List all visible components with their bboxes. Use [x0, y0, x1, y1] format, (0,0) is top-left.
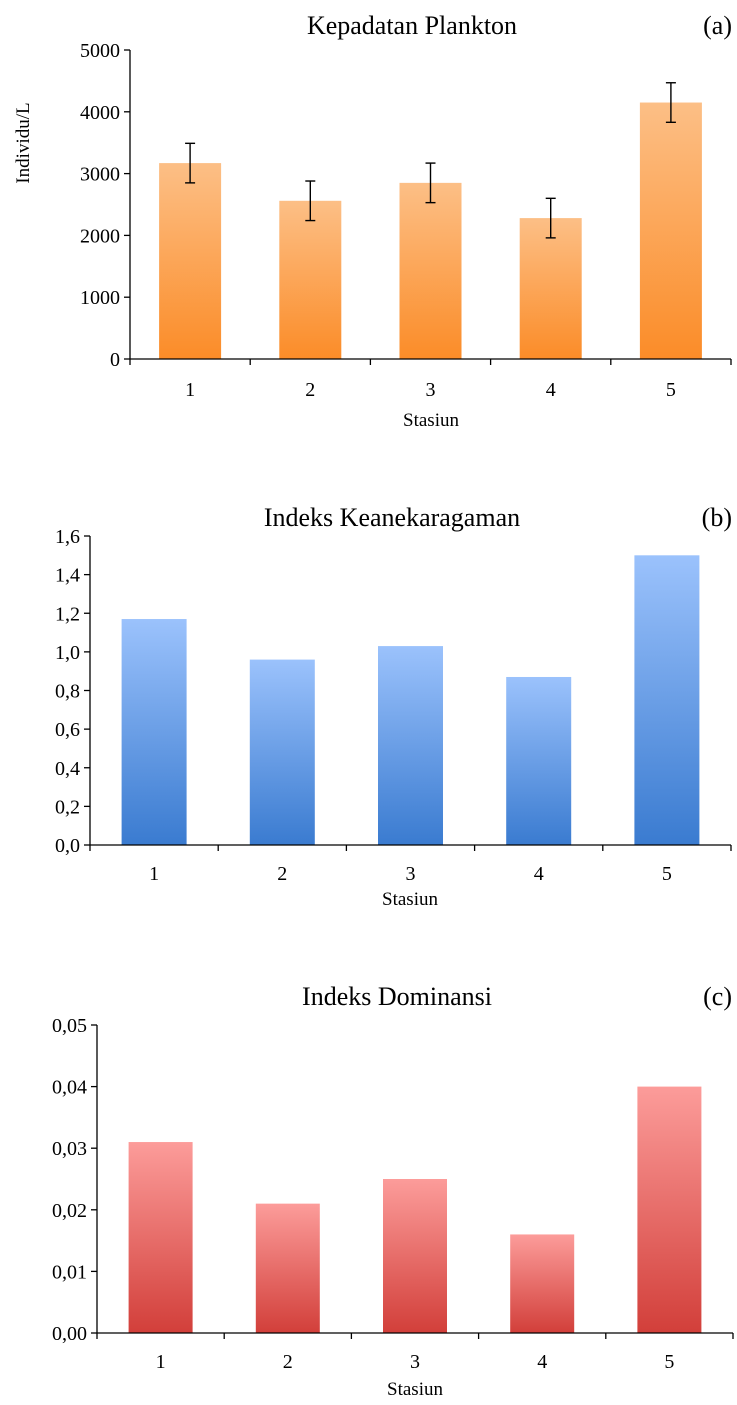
y-tick-label-b-8: 1,6: [55, 526, 80, 548]
x-tick-label-c-2: 2: [283, 1351, 293, 1373]
x-axis-b: 1 2 3 4 5: [89, 844, 732, 885]
bar-b-3: [378, 646, 443, 845]
y-tick-label-a-3: 3000: [80, 164, 120, 186]
chart-panel-c: Indeks Dominansi (c) Stasiun 0,000,010,0…: [52, 982, 734, 1400]
x-tick-label-a-2: 2: [305, 379, 315, 401]
x-axis-label-c: Stasiun: [387, 1379, 443, 1400]
error-bar-a-2: [305, 180, 316, 222]
y-tick-label-b-1: 0,2: [55, 796, 80, 818]
y-tick-label-c-2: 0,02: [52, 1200, 87, 1222]
y-tick-label-b-4: 0,8: [55, 681, 80, 703]
panel-label-a: (a): [703, 11, 732, 40]
chart-panel-b: Indeks Keanekaragaman (b) Stasiun 0,0 0,2…: [55, 503, 732, 910]
bar-c-3: [383, 1179, 447, 1333]
bars-c: [128, 1086, 702, 1333]
bar-a-2: [279, 200, 342, 359]
y-axis-c: 0,00 0,01 0,02 0,03 0,04 0,05: [52, 1015, 98, 1345]
bar-a-3: [399, 182, 462, 359]
error-bar-a-4: [545, 197, 556, 239]
bar-b-1: [121, 619, 187, 845]
bar-c-5: [637, 1086, 702, 1333]
x-tick-label-b-4: 4: [534, 863, 544, 885]
y-tick-label-a-0: 0: [110, 349, 120, 371]
y-tick-label-b-3: 0,6: [55, 719, 80, 741]
error-bar-a-5: [665, 82, 676, 124]
bar-b-4: [506, 676, 572, 845]
y-tick-label-b-6: 1,2: [55, 603, 80, 625]
y-tick-label-c-3: 0,03: [52, 1138, 87, 1160]
bar-b-2: [249, 659, 315, 845]
chart-title-a: Kepadatan Plankton: [307, 11, 517, 40]
bar-c-4: [510, 1234, 575, 1333]
y-tick-label-a-2: 2000: [80, 225, 120, 247]
panel-label-b: (b): [702, 503, 732, 532]
y-axis-label-a: Individu/L: [13, 102, 34, 183]
x-tick-label-b-1: 1: [149, 863, 159, 885]
x-axis-c: 1 2 3 4 5: [96, 1332, 734, 1373]
error-bar-a-1: [185, 142, 196, 184]
y-tick-label-c-1: 0,01: [52, 1261, 87, 1283]
x-tick-label-c-1: 1: [156, 1351, 166, 1373]
x-tick-label-c-3: 3: [410, 1351, 420, 1373]
x-tick-label-b-5: 5: [662, 863, 672, 885]
y-axis-b: 0,0 0,2 0,4 0,6 0,8 1,0 1,2 1,4 1,6: [55, 526, 91, 857]
bar-c-1: [128, 1142, 193, 1333]
bar-b-5: [634, 555, 700, 845]
bar-a-4: [519, 218, 582, 359]
y-tick-label-a-4: 4000: [80, 102, 120, 124]
chart-panel-a: Kepadatan Plankton (a) Individu/L Stasiu…: [13, 11, 732, 431]
y-tick-label-b-7: 1,4: [55, 565, 80, 587]
x-tick-label-a-5: 5: [666, 379, 676, 401]
x-axis-a: 1 2 3 4 5: [129, 358, 732, 401]
x-tick-label-a-4: 4: [546, 379, 556, 401]
x-tick-label-b-2: 2: [277, 863, 287, 885]
chart-title-c: Indeks Dominansi: [302, 982, 492, 1011]
bar-a-5: [639, 102, 702, 359]
x-tick-label-a-1: 1: [185, 379, 195, 401]
error-bars-a: [185, 82, 676, 239]
bars-a: [159, 102, 702, 359]
y-tick-label-b-0: 0,0: [55, 835, 80, 857]
x-tick-label-b-3: 3: [406, 863, 416, 885]
bar-a-1: [159, 163, 222, 359]
y-tick-label-c-0: 0,00: [52, 1323, 87, 1345]
chart-title-b: Indeks Keanekaragaman: [264, 503, 520, 532]
y-tick-label-a-5: 5000: [80, 40, 120, 62]
y-axis-a: 0 1000 2000 3000 4000 5000: [80, 40, 131, 371]
bars-b: [121, 555, 700, 845]
x-axis-label-b: Stasiun: [382, 889, 438, 910]
y-tick-label-a-1: 1000: [80, 287, 120, 309]
y-tick-label-b-5: 1,0: [55, 642, 80, 664]
bar-c-2: [255, 1203, 320, 1333]
panel-label-c: (c): [703, 982, 732, 1011]
y-tick-label-b-2: 0,4: [55, 758, 80, 780]
error-bar-a-3: [425, 162, 436, 204]
x-axis-label-a: Stasiun: [403, 410, 459, 431]
y-tick-label-c-5: 0,05: [52, 1015, 87, 1037]
x-tick-label-c-5: 5: [664, 1351, 674, 1373]
x-tick-label-c-4: 4: [537, 1351, 547, 1373]
y-tick-label-c-4: 0,04: [52, 1077, 87, 1099]
x-tick-label-a-3: 3: [426, 379, 436, 401]
